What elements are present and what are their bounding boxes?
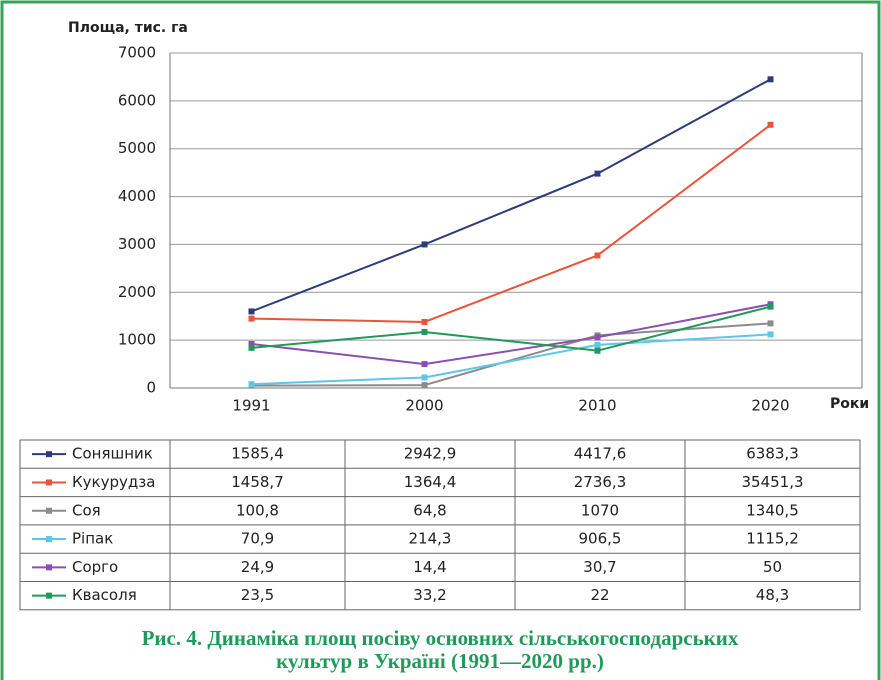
table-cell: 50 (763, 558, 782, 576)
table-cell: 23,5 (241, 586, 274, 604)
x-tick-label: 2000 (405, 397, 443, 415)
series-line (251, 333, 771, 386)
legend-label: Соя (72, 501, 101, 519)
series-line (251, 123, 772, 323)
caption: культур в Україні (1991—2020 рр.) (276, 649, 604, 673)
table-cell: 24,9 (241, 558, 274, 576)
x-tick-label: 1991 (232, 397, 270, 415)
legend-marker (46, 479, 52, 486)
x-tick-label: 2010 (578, 397, 616, 415)
table-cell: 214,3 (409, 530, 452, 548)
table-cell: 64,8 (413, 501, 446, 519)
caption: Рис. 4. Динаміка площ посіву основних сі… (142, 626, 739, 650)
series-line (251, 78, 771, 313)
table-cell: 14,4 (413, 558, 446, 576)
table-cell: 6383,3 (746, 445, 799, 463)
legend-label: Соняшник (72, 445, 153, 463)
y-tick-label: 4000 (118, 187, 156, 205)
x-axis-label: Роки (830, 396, 869, 412)
table-cell: 906,5 (579, 530, 622, 548)
table-cell: 1458,7 (231, 473, 284, 491)
point (767, 121, 774, 128)
table-cell: 30,7 (583, 558, 616, 576)
table-cell: 2736,3 (574, 473, 627, 491)
point (421, 241, 428, 248)
point (421, 361, 428, 368)
series-line (251, 322, 771, 387)
point (248, 315, 255, 322)
point (594, 170, 601, 177)
legend-marker (46, 451, 52, 458)
series-line (251, 305, 771, 352)
point (421, 382, 428, 389)
table-cell: 4417,6 (574, 445, 627, 463)
table-cell: 100,8 (236, 501, 279, 519)
y-tick-label: 6000 (118, 91, 156, 109)
legend-label: Кукурудза (72, 473, 155, 491)
point (248, 344, 255, 351)
point (421, 329, 428, 336)
table-cell: 1364,4 (404, 473, 457, 491)
legend-marker (46, 564, 52, 571)
y-tick-label: 2000 (118, 283, 156, 301)
y-tick-label: 0 (146, 379, 156, 397)
legend-marker (46, 507, 52, 514)
point (248, 308, 255, 315)
legend-marker (46, 536, 52, 543)
point (594, 252, 601, 259)
table-cell: 2942,9 (404, 445, 457, 463)
point (421, 318, 428, 325)
table-cell: 70,9 (241, 530, 274, 548)
table-cell: 22 (590, 586, 609, 604)
table-cell: 1070 (581, 501, 619, 519)
table-cell: 1585,4 (231, 445, 284, 463)
legend-label: Ріпак (72, 530, 113, 548)
y-tick-label: 7000 (118, 44, 156, 62)
table-cell: 1340,5 (746, 501, 799, 519)
point (767, 320, 774, 327)
legend-label: Сорго (72, 558, 118, 576)
point (248, 340, 255, 347)
point (594, 347, 601, 354)
y-tick-label: 1000 (118, 331, 156, 349)
legend-marker (46, 592, 52, 599)
legend-label: Квасоля (72, 586, 137, 604)
point (594, 341, 601, 348)
x-tick-label: 2020 (751, 397, 789, 415)
table-cell: 48,3 (756, 586, 789, 604)
point (767, 303, 774, 310)
y-axis-label: Площа, тис. га (68, 20, 188, 36)
point (594, 334, 601, 341)
series-line (251, 303, 771, 366)
table-cell: 33,2 (413, 586, 446, 604)
point (767, 331, 774, 338)
table-cell: 1115,2 (746, 530, 799, 548)
point (767, 76, 774, 83)
y-tick-label: 3000 (118, 235, 156, 253)
point (248, 381, 255, 388)
y-tick-label: 5000 (118, 139, 156, 157)
table-cell: 35451,3 (741, 473, 803, 491)
point (421, 374, 428, 381)
